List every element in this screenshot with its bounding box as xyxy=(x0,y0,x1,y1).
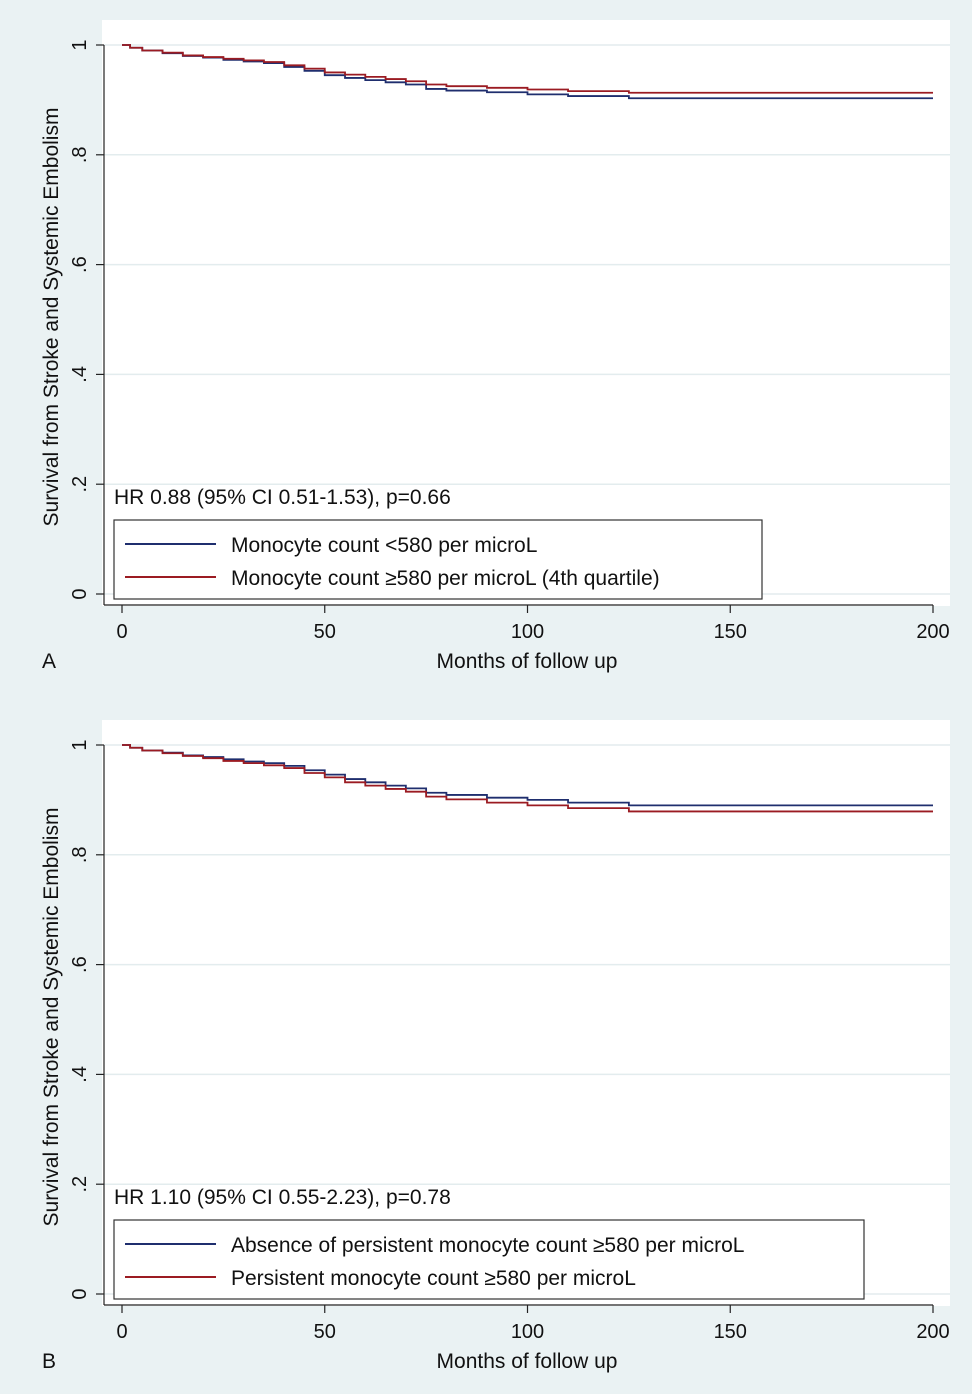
panel-b-y-tick-label-3: .6 xyxy=(69,956,91,973)
panel-b-legend-box xyxy=(113,1219,865,1300)
panel-b-axes xyxy=(103,745,933,1306)
panel-a-ylabel: Survival from Stroke and Systemic Emboli… xyxy=(40,108,63,527)
panel-b-x-tick-label-3: 150 xyxy=(714,1321,747,1343)
panel-a-y-tick-label-2: .4 xyxy=(69,366,91,383)
panel-b-legend: Absence of persistent monocyte count ≥58… xyxy=(113,1219,865,1300)
panel-a-legend-label-2: Monocyte count ≥580 per microL (4th quar… xyxy=(231,567,660,590)
panel-a-legend-box xyxy=(113,519,763,600)
panel-b-y-tick-label-0: 0 xyxy=(69,1288,91,1299)
panel-a-legend-label-1: Monocyte count <580 per microL xyxy=(231,534,537,557)
panel-b-y-tick-label-1: .2 xyxy=(69,1176,91,1193)
panel-a-series-2-line xyxy=(122,44,933,94)
panel-a-y-tick-label-4: .8 xyxy=(69,146,91,163)
panel-b-ylabel: Survival from Stroke and Systemic Emboli… xyxy=(40,808,63,1227)
panel-a-legend: Monocyte count <580 per microL Monocyte … xyxy=(113,519,763,600)
panel-b-gridlines xyxy=(104,744,950,1295)
panel-a: 0 .2 .4 .6 .8 1 0 50 100 150 200 Survival from Str… xyxy=(6,6,968,689)
panel-b-letter: B xyxy=(42,1350,56,1373)
panel-b-ticks: 0 .2 .4 .6 .8 1 0 50 100 150 200 xyxy=(69,739,950,1343)
panel-b-x-tick-label-0: 0 xyxy=(116,1321,127,1343)
panel-b-plot-region xyxy=(102,720,950,1306)
panel-a-x-tick-label-3: 150 xyxy=(714,621,747,643)
panel-b-xlabel: Months of follow up xyxy=(437,1350,618,1373)
panel-a-ticks: 0 .2 .4 .6 .8 1 0 50 100 150 200 xyxy=(69,39,950,643)
panel-a-axes xyxy=(103,45,933,606)
panel-b: 0 .2 .4 .6 .8 1 0 50 100 150 200 Survival from Str… xyxy=(6,706,968,1390)
panel-a-y-tick-label-5: 1 xyxy=(69,39,91,50)
panel-a-letter: A xyxy=(42,650,56,673)
panel-b-legend-label-2: Persistent monocyte count ≥580 per micro… xyxy=(231,1267,636,1290)
panel-a-plot-region xyxy=(102,20,950,606)
panel-a-series xyxy=(122,44,933,100)
panel-a-hr-annotation: HR 0.88 (95% CI 0.51-1.53), p=0.66 xyxy=(114,486,451,509)
panel-a-x-tick-label-1: 50 xyxy=(314,621,336,643)
panel-b-y-tick-label-5: 1 xyxy=(69,739,91,750)
panel-a-y-tick-label-3: .6 xyxy=(69,256,91,273)
panel-a-y-tick-label-0: 0 xyxy=(69,588,91,599)
panel-b-legend-label-1: Absence of persistent monocyte count ≥58… xyxy=(231,1234,744,1257)
panel-b-series-2-line xyxy=(122,744,933,813)
panel-b-series xyxy=(122,744,933,813)
panel-a-xlabel: Months of follow up xyxy=(437,650,618,673)
panel-a-x-tick-label-2: 100 xyxy=(511,621,544,643)
panel-b-x-tick-label-1: 50 xyxy=(314,1321,336,1343)
panel-b-y-tick-label-4: .8 xyxy=(69,846,91,863)
panel-b-x-tick-label-2: 100 xyxy=(511,1321,544,1343)
panel-a-y-tick-label-1: .2 xyxy=(69,476,91,493)
panel-a-x-tick-label-4: 200 xyxy=(916,621,949,643)
panel-a-x-tick-label-0: 0 xyxy=(116,621,127,643)
panel-b-y-tick-label-2: .4 xyxy=(69,1066,91,1083)
panel-b-x-tick-label-4: 200 xyxy=(916,1321,949,1343)
panel-b-hr-annotation: HR 1.10 (95% CI 0.55-2.23), p=0.78 xyxy=(114,1186,451,1209)
